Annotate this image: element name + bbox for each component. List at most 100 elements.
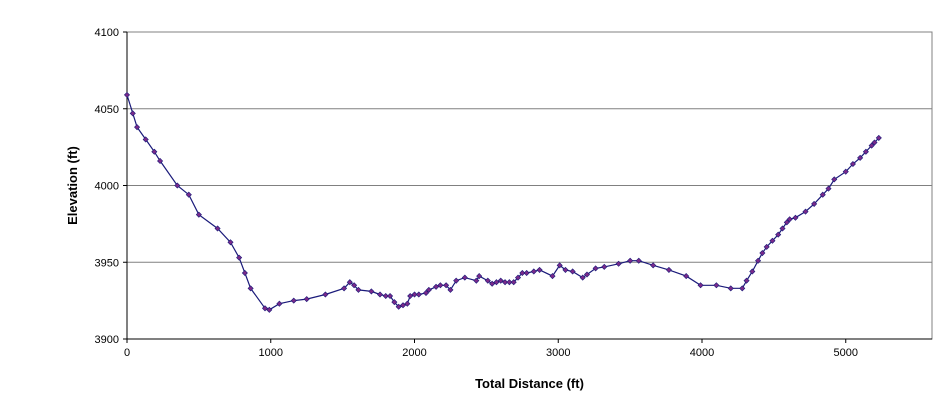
data-point xyxy=(227,239,234,246)
data-point xyxy=(461,274,468,281)
data-point xyxy=(195,211,202,218)
data-point xyxy=(683,273,690,280)
y-axis-title: Elevation (ft) xyxy=(65,146,80,225)
data-point xyxy=(134,124,141,131)
y-tick-label: 4100 xyxy=(95,27,119,39)
data-point xyxy=(382,292,389,300)
x-tick-label: 3000 xyxy=(546,347,570,359)
data-point xyxy=(437,282,444,289)
data-point xyxy=(399,302,407,309)
data-point xyxy=(447,286,454,293)
data-point xyxy=(519,269,526,277)
data-point xyxy=(303,296,310,303)
data-point xyxy=(476,273,483,280)
data-point xyxy=(341,285,348,292)
data-point xyxy=(355,286,362,293)
data-point xyxy=(411,291,418,298)
data-point xyxy=(151,148,158,155)
data-point xyxy=(825,185,832,192)
data-point xyxy=(562,266,569,273)
data-point xyxy=(811,200,818,207)
data-point xyxy=(749,268,756,275)
data-point xyxy=(569,268,576,275)
data-point xyxy=(129,110,136,117)
data-point xyxy=(407,292,414,300)
data-point xyxy=(391,299,398,306)
data-point xyxy=(549,273,556,280)
data-point xyxy=(583,271,591,278)
data-point xyxy=(849,160,856,168)
data-point xyxy=(422,289,430,296)
y-tick-label: 3950 xyxy=(95,257,119,269)
data-point xyxy=(759,250,766,257)
data-point xyxy=(665,266,672,273)
data-point xyxy=(214,225,221,232)
data-point xyxy=(415,291,422,298)
data-point xyxy=(786,216,793,223)
data-point xyxy=(862,148,869,155)
data-point xyxy=(579,274,586,281)
data-point xyxy=(635,257,642,264)
data-point xyxy=(536,266,543,273)
data-point xyxy=(241,269,248,277)
data-point xyxy=(514,274,522,281)
data-point xyxy=(404,300,411,307)
data-point xyxy=(502,279,509,286)
data-point xyxy=(857,154,864,161)
data-point xyxy=(769,237,776,244)
data-point xyxy=(322,291,329,298)
data-point xyxy=(247,285,254,292)
data-point xyxy=(387,292,394,300)
data-point xyxy=(783,219,790,226)
y-tick-label: 3900 xyxy=(95,334,119,346)
data-point xyxy=(755,257,762,264)
y-tick-label: 4000 xyxy=(95,181,119,193)
x-tick-label: 4000 xyxy=(690,347,714,359)
data-point xyxy=(368,288,375,295)
data-point xyxy=(842,168,849,175)
data-point xyxy=(473,277,480,284)
data-point xyxy=(650,262,657,269)
x-tick-label: 5000 xyxy=(834,347,858,359)
data-point xyxy=(615,260,622,267)
data-point xyxy=(779,225,786,232)
y-axis-ticks: 3900 3950 4000 4050 4100 xyxy=(95,27,127,346)
data-point xyxy=(351,282,358,289)
data-point xyxy=(601,263,608,270)
x-tick-label: 1000 xyxy=(259,347,283,359)
data-point xyxy=(276,300,283,307)
data-point xyxy=(523,269,530,277)
data-point xyxy=(236,254,243,261)
data-point xyxy=(831,176,838,183)
data-point xyxy=(185,191,192,198)
data-point xyxy=(433,283,440,290)
data-point xyxy=(871,139,878,146)
data-point xyxy=(530,268,537,275)
data-point xyxy=(775,231,782,238)
data-point xyxy=(510,279,517,286)
data-point xyxy=(157,157,164,164)
data-point xyxy=(713,282,720,289)
x-axis-ticks: 0 1000 2000 3000 4000 5000 xyxy=(124,32,932,359)
data-point xyxy=(868,142,875,149)
data-point xyxy=(697,282,704,289)
x-axis-title: Total Distance (ft) xyxy=(475,376,584,391)
data-point xyxy=(497,277,504,284)
data-point xyxy=(425,286,432,293)
data-point xyxy=(395,303,402,310)
y-tick-label: 4050 xyxy=(95,104,119,116)
data-point xyxy=(763,243,770,250)
data-point xyxy=(743,277,750,284)
x-tick-label: 2000 xyxy=(402,347,426,359)
data-point xyxy=(174,182,181,189)
data-point xyxy=(266,306,273,313)
data-point xyxy=(261,305,269,312)
data-point xyxy=(627,257,634,264)
data-point xyxy=(556,262,563,269)
data-point xyxy=(739,285,746,292)
gridlines xyxy=(127,108,932,263)
data-point xyxy=(453,277,460,284)
data-point xyxy=(489,280,496,287)
data-point xyxy=(290,297,297,304)
data-point xyxy=(346,279,353,286)
